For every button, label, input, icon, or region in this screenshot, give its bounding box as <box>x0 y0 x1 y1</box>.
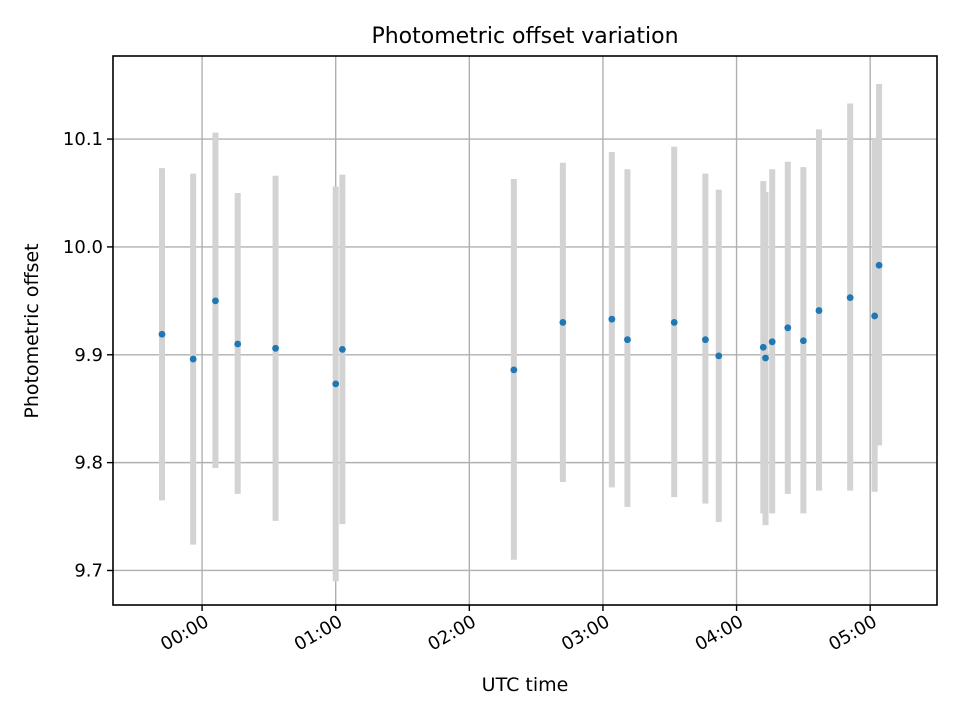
y-tick-label: 9.8 <box>74 453 103 474</box>
y-tick-label: 10.1 <box>63 129 103 150</box>
grid-lines <box>113 56 937 605</box>
data-point <box>759 343 767 351</box>
data-point <box>715 352 723 360</box>
data-point <box>338 345 346 353</box>
x-tick-label: 04:00 <box>692 611 747 655</box>
x-tick-label: 03:00 <box>558 611 613 655</box>
x-tick-label: 00:00 <box>157 611 212 655</box>
x-tick-label: 05:00 <box>825 611 880 655</box>
y-axis-label: Photometric offset <box>21 243 43 418</box>
data-point <box>701 336 709 344</box>
data-point <box>212 297 219 305</box>
data-point <box>784 324 792 332</box>
data-point <box>871 312 879 320</box>
data-point <box>559 319 567 326</box>
data-point <box>624 336 631 344</box>
data-point <box>234 340 242 348</box>
y-tick-label: 9.7 <box>74 560 103 581</box>
chart-title: Photometric offset variation <box>371 24 678 49</box>
data-point <box>875 261 883 269</box>
data-point <box>670 319 678 326</box>
data-point <box>608 315 616 323</box>
data-point <box>846 294 854 302</box>
x-axis-label: UTC time <box>482 674 569 696</box>
data-point <box>815 307 823 314</box>
plot-frame <box>112 55 938 606</box>
y-tick-label: 10.0 <box>63 237 103 258</box>
x-tick-label: 01:00 <box>291 611 346 655</box>
axis-ticks: 00:00 01:00 02:00 03:00 04:00 05:00 9.7 9.8 9.9 1… <box>63 129 881 655</box>
y-tick-label: 9.9 <box>74 345 103 366</box>
data-point <box>762 354 769 362</box>
data-point <box>189 355 197 363</box>
error-bars <box>158 84 883 582</box>
data-point <box>332 380 340 388</box>
data-point <box>158 330 166 338</box>
data-point <box>272 344 279 352</box>
data-point <box>768 338 776 346</box>
data-point <box>510 366 518 374</box>
data-point <box>799 337 807 345</box>
x-tick-label: 02:00 <box>424 611 479 655</box>
data-points <box>158 261 883 388</box>
